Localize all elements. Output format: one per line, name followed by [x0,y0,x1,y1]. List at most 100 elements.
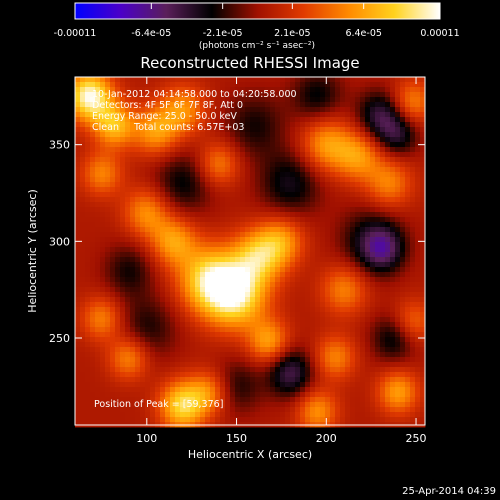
heatmap-cell [145,357,151,363]
heatmap-cell [405,192,411,198]
heatmap-cell [335,112,341,118]
heatmap-cell [260,202,266,208]
heatmap-cell [355,92,361,98]
heatmap-cell [255,192,261,198]
heatmap-cell [405,402,411,408]
heatmap-cell [95,377,101,383]
heatmap-cell [295,212,301,218]
heatmap-cell [225,347,231,353]
heatmap-cell [310,267,316,273]
heatmap-cell [160,187,166,193]
heatmap-cell [185,197,191,203]
heatmap-cell [305,292,311,298]
heatmap-cell [345,82,351,88]
heatmap-cell [75,277,81,283]
heatmap-cell [205,387,211,393]
heatmap-cell [365,272,371,278]
heatmap-cell [395,82,401,88]
heatmap-cell [230,152,236,158]
heatmap-cell [75,352,81,358]
heatmap-cell [125,257,131,263]
heatmap-cell [175,222,181,228]
heatmap-cell [345,227,351,233]
heatmap-cell [220,217,226,223]
heatmap-cell [260,272,266,278]
heatmap-cell [335,187,341,193]
heatmap-cell [300,147,306,153]
heatmap-cell [180,387,186,393]
heatmap-cell [135,137,141,143]
heatmap-cell [270,212,276,218]
heatmap-cell [360,137,366,143]
heatmap-cell [305,287,311,293]
heatmap-cell [240,172,246,178]
heatmap-cell [380,347,386,353]
heatmap-cell [230,287,236,293]
heatmap-cell [395,92,401,98]
heatmap-cell [120,112,126,118]
heatmap-cell [145,237,151,243]
heatmap-cell [360,212,366,218]
heatmap-cell [370,182,376,188]
heatmap-cell [305,407,311,413]
heatmap-cell [180,157,186,163]
heatmap-cell [360,297,366,303]
heatmap-cell [340,192,346,198]
heatmap-cell [140,272,146,278]
heatmap-cell [165,357,171,363]
heatmap-cell [145,307,151,313]
heatmap-cell [185,302,191,308]
heatmap-cell [275,282,281,288]
heatmap-cell [265,387,271,393]
heatmap-cell [175,162,181,168]
heatmap-cell [210,272,216,278]
heatmap-cell [130,372,136,378]
heatmap-cell [185,267,191,273]
heatmap-cell [155,232,161,238]
heatmap-cell [165,282,171,288]
heatmap-cell [180,272,186,278]
heatmap-cell [270,317,276,323]
heatmap-cell [80,252,86,258]
heatmap-cell [145,272,151,278]
heatmap-cell [135,247,141,253]
heatmap-cell [160,102,166,108]
heatmap-cell [165,337,171,343]
heatmap-cell [320,312,326,318]
heatmap-cell [285,192,291,198]
heatmap-cell [160,107,166,113]
heatmap-cell [320,262,326,268]
heatmap-cell [95,307,101,313]
heatmap-cell [145,347,151,353]
heatmap-cell [145,147,151,153]
heatmap-cell [210,182,216,188]
heatmap-cell [325,137,331,143]
heatmap-cell [310,417,316,423]
heatmap-cell [280,177,286,183]
heatmap-cell [190,292,196,298]
heatmap-cell [200,212,206,218]
heatmap-cell [145,112,151,118]
heatmap-cell [325,102,331,108]
y-axis-label: Heliocentric Y (arcsec) [26,189,39,313]
heatmap-cell [170,287,176,293]
heatmap-cell [370,92,376,98]
heatmap-cell [195,167,201,173]
heatmap-cell [75,272,81,278]
heatmap-cell [245,122,251,128]
heatmap-cell [185,387,191,393]
heatmap-cell [245,307,251,313]
heatmap-cell [340,237,346,243]
heatmap-cell [200,357,206,363]
heatmap-cell [315,387,321,393]
heatmap-cell [415,97,421,103]
heatmap-cell [175,142,181,148]
heatmap-cell [380,82,386,88]
heatmap-cell [295,257,301,263]
heatmap-cell [250,412,256,418]
heatmap-cell [305,107,311,113]
heatmap-cell [200,377,206,383]
heatmap-cell [415,92,421,98]
heatmap-cell [195,287,201,293]
heatmap-cell [360,192,366,198]
